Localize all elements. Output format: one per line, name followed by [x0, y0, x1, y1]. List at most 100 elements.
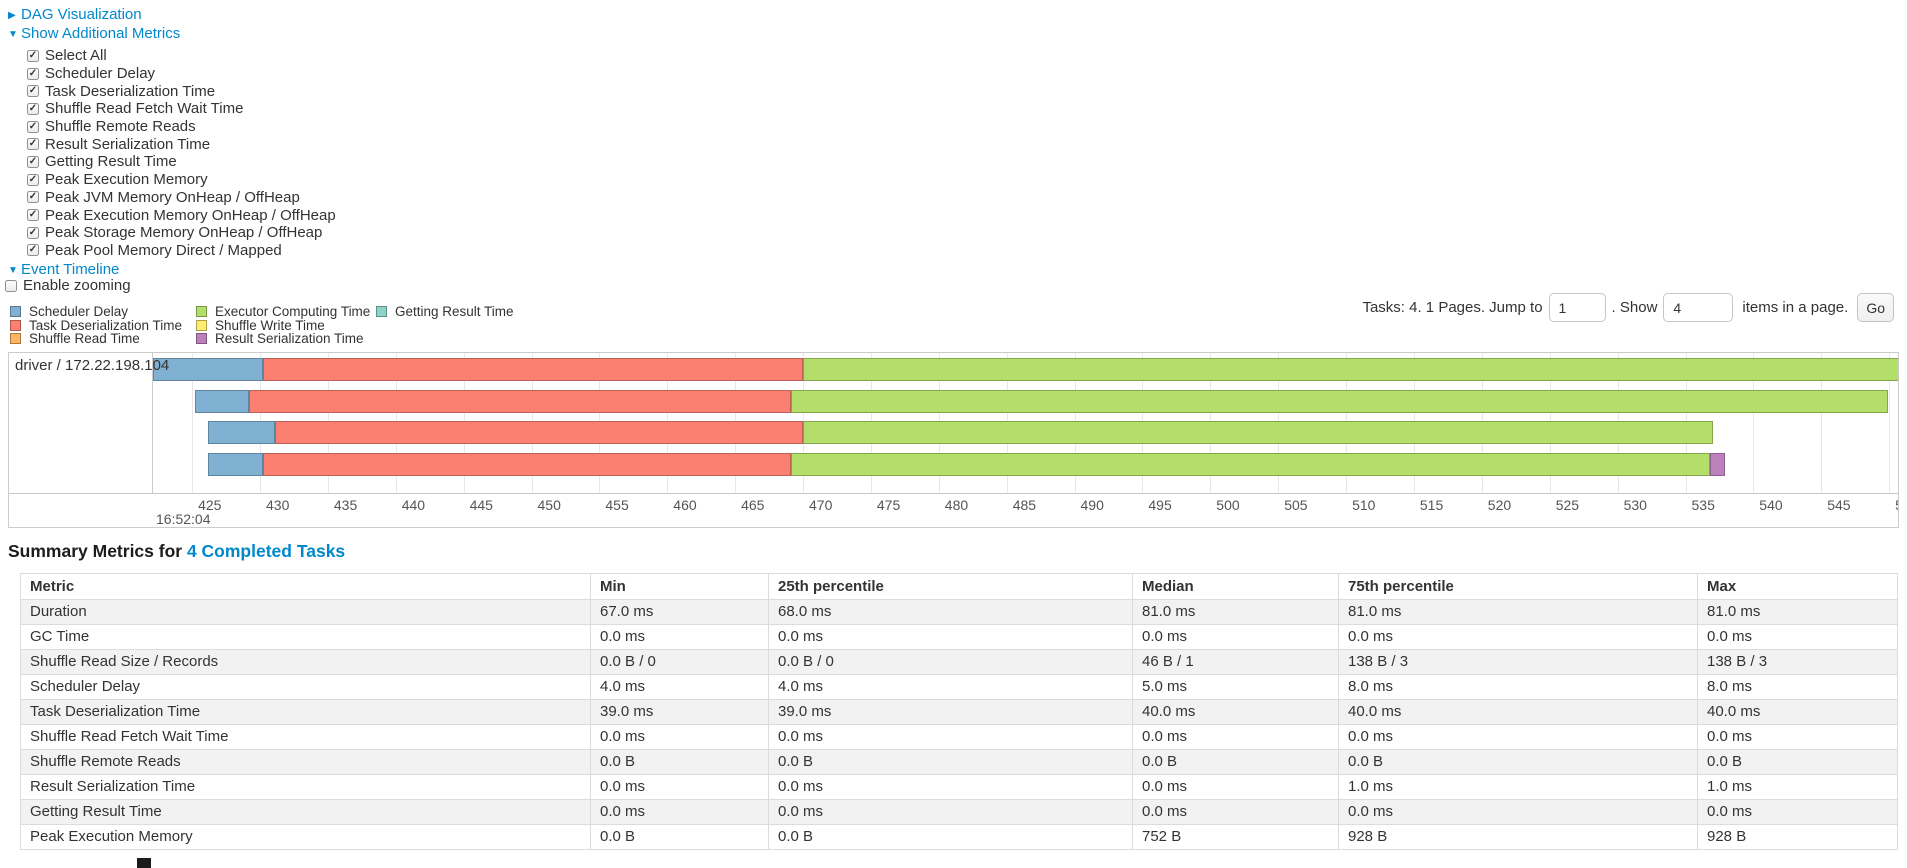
task-bar-segment-executor_computing[interactable] — [790, 452, 1710, 476]
task-bar-segment-executor_computing[interactable] — [803, 358, 1898, 381]
task-bar-segment-executor_computing[interactable] — [790, 389, 1888, 413]
legend-label: Result Serialization Time — [215, 331, 364, 347]
metric-checkbox-label[interactable]: Task Deserialization Time — [45, 82, 216, 100]
task-bar-segment-scheduler_delay[interactable] — [194, 389, 250, 413]
task-bar-segment-task_deserialization[interactable] — [249, 389, 791, 413]
metric-checkbox[interactable]: ✓ — [27, 67, 39, 80]
summary-heading-prefix: Summary Metrics for — [8, 541, 187, 561]
summary-value-cell: 8.0 ms — [1697, 674, 1898, 700]
completed-tasks-link[interactable]: 4 Completed Tasks — [186, 541, 346, 561]
summary-metric-cell: Getting Result Time — [20, 799, 591, 825]
metric-checkbox-label[interactable]: Shuffle Read Fetch Wait Time — [45, 100, 244, 118]
task-bar-segment-executor_computing[interactable] — [803, 421, 1713, 444]
metric-checkbox-row[interactable]: ✓ Shuffle Remote Reads — [27, 118, 336, 136]
event-timeline-link[interactable]: Event Timeline — [21, 261, 120, 278]
axis-tick-label: 540 — [1759, 497, 1783, 513]
summary-value-cell: 928 B — [1697, 824, 1898, 850]
axis-tick-label: 510 — [1352, 497, 1376, 513]
task-bar-segment-task_deserialization[interactable] — [262, 358, 803, 381]
summary-value-cell: 0.0 B — [768, 824, 1133, 850]
metric-checkbox[interactable]: ✓ — [27, 102, 39, 115]
chevron-right-icon: ▶ — [8, 10, 16, 21]
event-timeline-toggle[interactable]: ▼ Event Timeline — [8, 261, 119, 279]
metric-checkbox-label[interactable]: Peak Pool Memory Direct / Mapped — [45, 241, 282, 259]
summary-value-cell: 39.0 ms — [768, 699, 1133, 725]
axis-tick-label: 440 — [401, 497, 426, 513]
metric-checkbox-row[interactable]: ✓ Peak Storage Memory OnHeap / OffHeap — [27, 224, 336, 242]
metric-checkbox-row[interactable]: ✓ Result Serialization Time — [27, 135, 336, 153]
metric-checkbox[interactable]: ✓ — [27, 120, 39, 133]
metric-checkbox-row[interactable]: ✓ Peak Pool Memory Direct / Mapped — [27, 242, 336, 260]
metric-checkbox-label[interactable]: Getting Result Time — [45, 153, 177, 171]
pagination-text-after: items in a page. — [1742, 299, 1849, 316]
enable-zooming-label[interactable]: Enable zooming — [23, 277, 131, 295]
legend-item: Shuffle Write Time — [196, 317, 376, 333]
show-additional-metrics-link[interactable]: Show Additional Metrics — [21, 25, 181, 42]
axis-tick-label: 535 — [1691, 497, 1715, 513]
task-bar-segment-task_deserialization[interactable] — [274, 421, 803, 444]
axis-tick-label: 500 — [1216, 497, 1240, 513]
summary-value-cell: 40.0 ms — [1132, 699, 1339, 725]
metric-checkbox-row[interactable]: ✓ Select All — [27, 47, 336, 65]
summary-value-cell: 0.0 ms — [1132, 799, 1339, 825]
timeline-group-label: driver / 172.22.198.104 — [15, 357, 170, 374]
summary-value-cell: 0.0 ms — [1697, 724, 1898, 750]
summary-table-row: Result Serialization Time 0.0 ms 0.0 ms 0.0… — [20, 774, 1898, 800]
dag-visualization-toggle[interactable]: ▶ DAG Visualization — [8, 6, 336, 24]
metric-checkbox-label[interactable]: Peak Storage Memory OnHeap / OffHeap — [45, 224, 323, 242]
metric-checkbox[interactable]: ✓ — [27, 49, 39, 62]
metric-checkbox-label[interactable]: Result Serialization Time — [45, 135, 211, 153]
jump-to-page-input[interactable] — [1548, 293, 1606, 322]
metric-checkbox-row[interactable]: ✓ Scheduler Delay — [27, 65, 336, 83]
metric-checkbox-row[interactable]: ✓ Peak JVM Memory OnHeap / OffHeap — [27, 189, 336, 207]
axis-tick-label: 525 — [1555, 497, 1580, 513]
metric-checkbox[interactable]: ✓ — [27, 209, 39, 222]
partial-text-fragment — [137, 858, 151, 868]
metric-checkbox-label[interactable]: Peak Execution Memory — [45, 171, 208, 189]
enable-zooming-row[interactable]: Enable zooming — [5, 277, 131, 295]
summary-header-cell: Median — [1132, 573, 1339, 600]
metric-checkbox-row[interactable]: ✓ Shuffle Read Fetch Wait Time — [27, 100, 336, 118]
task-bar-segment-scheduler_delay[interactable] — [152, 358, 263, 381]
summary-value-cell: 0.0 B — [1697, 749, 1898, 775]
metric-checkbox[interactable]: ✓ — [27, 226, 39, 239]
metric-checkbox-row[interactable]: ✓ Peak Execution Memory — [27, 171, 336, 189]
summary-table-header-row: Metric Min 25th percentile Median 75th perce… — [20, 573, 1898, 600]
task-bar-segment-scheduler_delay[interactable] — [208, 452, 263, 476]
metric-checkbox[interactable]: ✓ — [27, 85, 39, 98]
summary-header-cell: 75th percentile — [1338, 573, 1698, 600]
metric-checkbox-label[interactable]: Shuffle Remote Reads — [45, 118, 196, 136]
summary-table-row: Shuffle Remote Reads 0.0 B 0.0 B 0.0 B 0.0 B… — [20, 749, 1898, 775]
enable-zooming-checkbox[interactable] — [5, 279, 17, 292]
metric-checkbox-label[interactable]: Scheduler Delay — [45, 65, 156, 83]
metric-checkbox-label[interactable]: Peak JVM Memory OnHeap / OffHeap — [45, 188, 300, 206]
legend-label: Scheduler Delay — [29, 304, 129, 319]
dag-visualization-link[interactable]: DAG Visualization — [21, 6, 142, 23]
axis-tick-label: 515 — [1419, 497, 1444, 513]
metric-checkbox[interactable]: ✓ — [27, 244, 39, 257]
metric-checkbox-row[interactable]: ✓ Peak Execution Memory OnHeap / OffHeap — [27, 206, 336, 224]
go-button[interactable]: Go — [1857, 293, 1894, 322]
metric-checkbox[interactable]: ✓ — [27, 155, 39, 168]
summary-value-cell: 40.0 ms — [1338, 699, 1698, 725]
show-additional-metrics-toggle[interactable]: ▼ Show Additional Metrics — [8, 25, 336, 43]
stage-controls: ▶ DAG Visualization ▼ Show Additional Metr… — [8, 6, 336, 259]
metric-checkbox[interactable]: ✓ — [27, 173, 39, 186]
metric-checkbox[interactable]: ✓ — [27, 138, 39, 151]
metric-checkbox-label[interactable]: Select All — [45, 47, 107, 65]
task-bar-segment-scheduler_delay[interactable] — [208, 421, 275, 444]
task-bar-segment-task_deserialization[interactable] — [262, 452, 791, 476]
legend-label: Shuffle Write Time — [215, 317, 325, 333]
metric-checkbox-label[interactable]: Peak Execution Memory OnHeap / OffHeap — [45, 206, 336, 224]
items-per-page-input[interactable] — [1663, 293, 1734, 322]
event-timeline-chart: driver / 172.22.198.104 425 430 435 440 445 4… — [8, 352, 1899, 528]
metric-checkbox-row[interactable]: ✓ Getting Result Time — [27, 153, 336, 171]
metric-checkbox[interactable]: ✓ — [27, 191, 39, 204]
metric-checkbox-row[interactable]: ✓ Task Deserialization Time — [27, 82, 336, 100]
summary-value-cell: 928 B — [1338, 824, 1698, 850]
summary-value-cell: 81.0 ms — [1338, 599, 1698, 625]
summary-value-cell: 5.0 ms — [1132, 674, 1339, 700]
summary-table-row: Duration 67.0 ms 68.0 ms 81.0 ms 81.0 ms 81.0… — [20, 599, 1898, 625]
task-bar-segment-result_serialization[interactable] — [1709, 452, 1725, 476]
axis-tick-label: 545 — [1827, 497, 1851, 513]
